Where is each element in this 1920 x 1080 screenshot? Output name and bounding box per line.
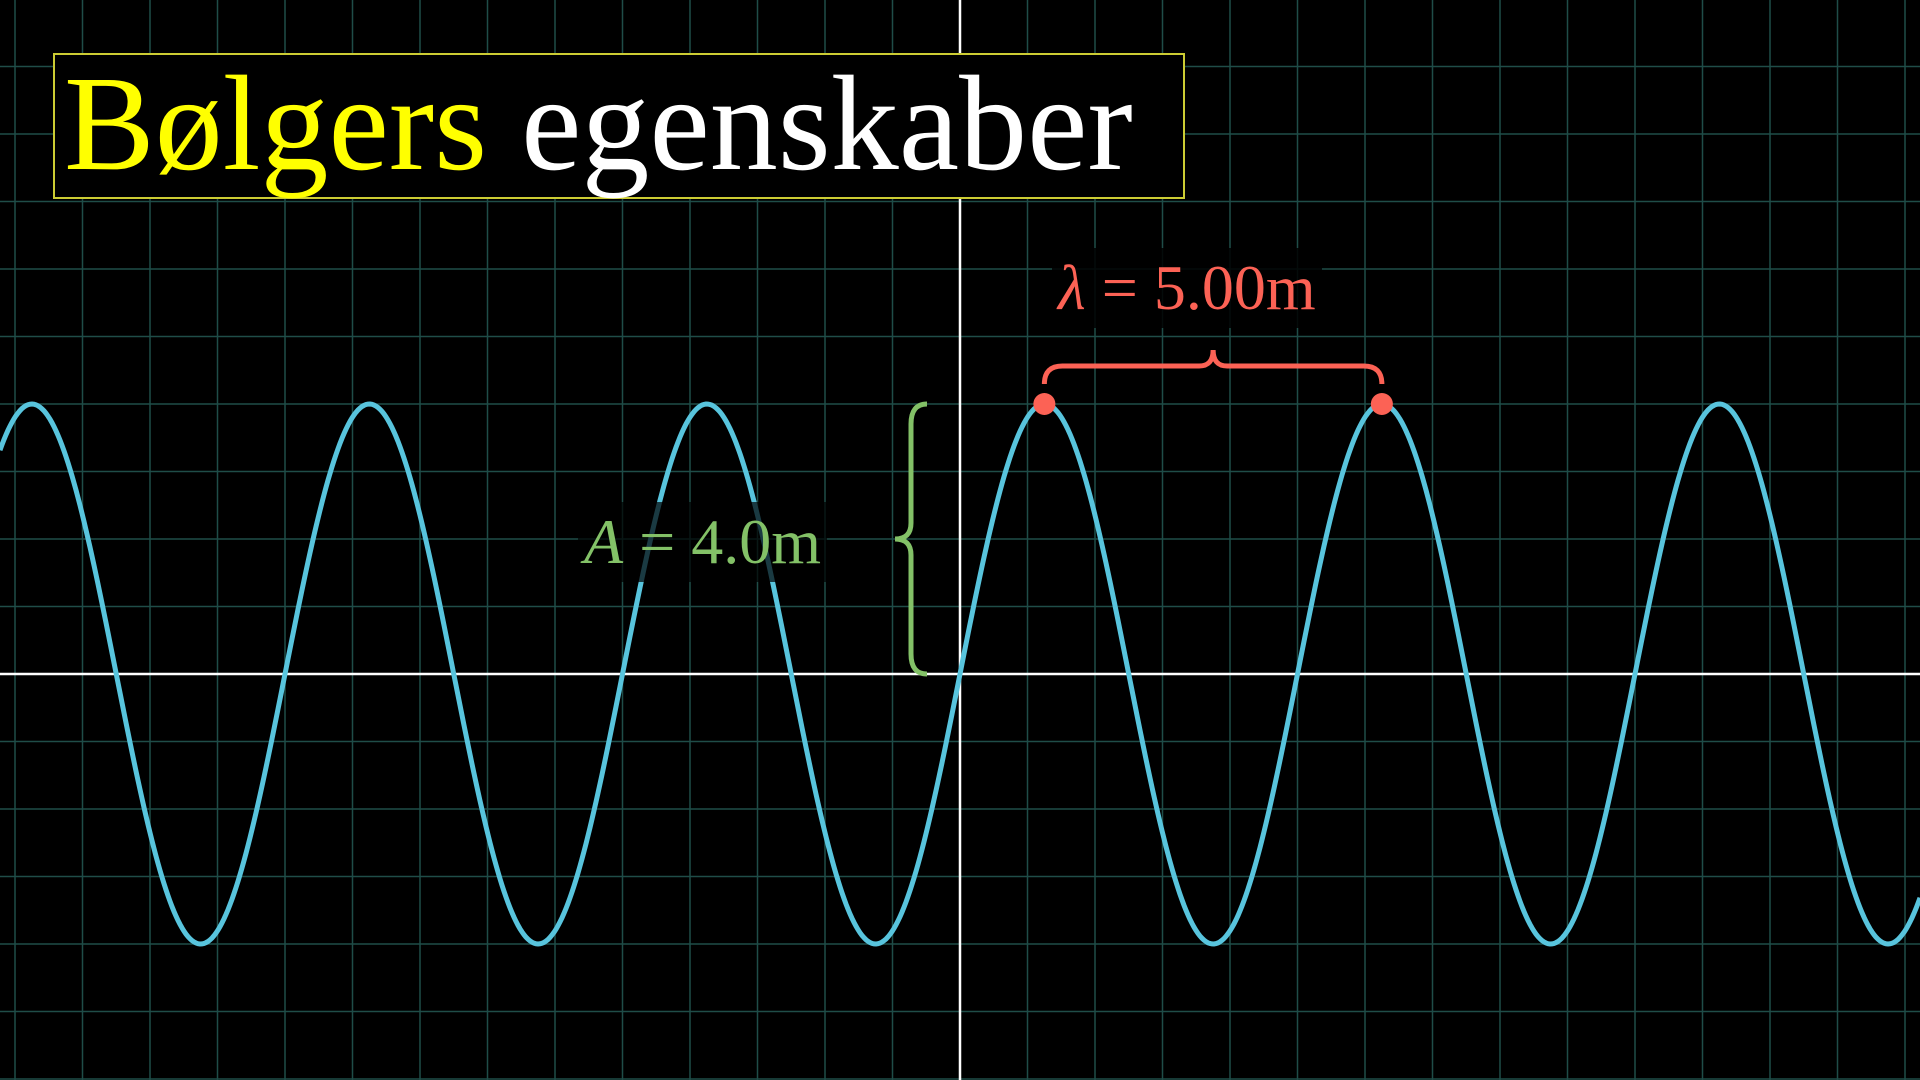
crest-marker-2 bbox=[1370, 393, 1393, 415]
amplitude-equals: = bbox=[623, 506, 692, 577]
wavelength-brace bbox=[1041, 349, 1385, 385]
title-highlight-word: Bølgers bbox=[64, 49, 488, 199]
lambda-symbol: λ bbox=[1058, 252, 1086, 323]
sine-wave bbox=[0, 401, 1920, 947]
wavelength-equals: = bbox=[1085, 252, 1154, 323]
page-title: Bølgers egenskaber bbox=[64, 34, 1133, 214]
amplitude-label: A = 4.0m bbox=[578, 502, 827, 582]
amplitude-brace bbox=[894, 401, 928, 677]
title-frame bbox=[53, 53, 1185, 199]
crest-marker-1 bbox=[1033, 393, 1056, 415]
amplitude-value: 4.0m bbox=[691, 506, 821, 577]
amplitude-symbol: A bbox=[584, 506, 624, 577]
wavelength-label: λ = 5.00m bbox=[1052, 248, 1322, 328]
wavelength-value: 5.00m bbox=[1153, 252, 1316, 323]
title-rest-word: egenskaber bbox=[521, 49, 1133, 199]
